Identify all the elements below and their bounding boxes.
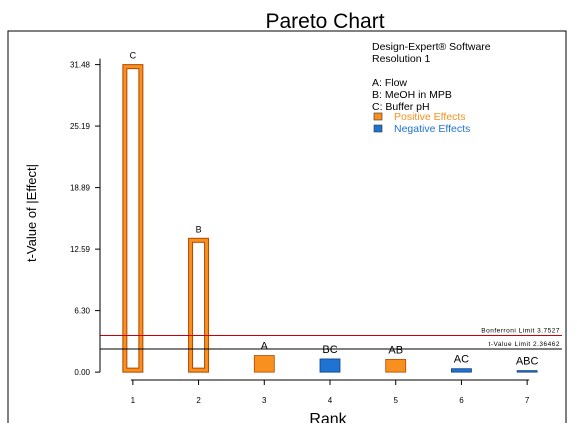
y-tick-label: 25.19 bbox=[70, 122, 91, 131]
limit-label-bonferroni: Bonferroni Limit 3.7527 bbox=[481, 327, 560, 334]
bar-label-ABC: ABC bbox=[516, 356, 539, 368]
y-tick-label: 31.48 bbox=[70, 61, 91, 70]
x-axis-label: Rank bbox=[309, 411, 347, 423]
chart-frame bbox=[7, 30, 567, 428]
bar-label-C: C bbox=[130, 51, 137, 61]
bar-label-AB: AB bbox=[388, 344, 403, 356]
bar-label-B: B bbox=[196, 224, 202, 234]
legend-label-negative: Negative Effects bbox=[394, 123, 470, 135]
x-tick-label: 2 bbox=[196, 396, 201, 405]
axes-group bbox=[95, 58, 530, 385]
info-resolution: Resolution 1 bbox=[372, 53, 431, 65]
y-axis-label: t-Value of |Effect| bbox=[24, 164, 39, 262]
limits-group bbox=[100, 334, 562, 350]
x-tick-label: 1 bbox=[131, 396, 136, 405]
legend-label-positive: Positive Effects bbox=[394, 111, 466, 123]
bars-group bbox=[122, 64, 538, 373]
y-tick-label: 6.30 bbox=[74, 307, 90, 316]
bar-AB bbox=[385, 359, 407, 373]
bar-inner-C bbox=[126, 68, 140, 369]
y-tick-label: 0.00 bbox=[74, 368, 90, 377]
info-factor: A: Flow bbox=[372, 77, 407, 89]
limit-label-t-value: t-Value Limit 2.36462 bbox=[489, 341, 560, 348]
x-tick-label: 3 bbox=[262, 396, 267, 405]
bar-inner-B bbox=[192, 241, 206, 369]
x-tick-label: 7 bbox=[525, 396, 530, 405]
info-factor: B: MeOH in MPB bbox=[372, 89, 452, 101]
bar-A bbox=[253, 355, 275, 373]
text-group: Pareto Chart 0.00 6.30 12.59 18.89 25.19 31.48… bbox=[24, 10, 560, 428]
plot-frame-group bbox=[7, 30, 567, 428]
bar-ABC bbox=[516, 370, 538, 373]
bar-label-A: A bbox=[261, 341, 269, 353]
x-tick-label: 6 bbox=[459, 396, 464, 405]
bar-label-BC: BC bbox=[322, 344, 337, 356]
legend-swatch-positive bbox=[373, 112, 383, 121]
info-software: Design-Expert® Software bbox=[372, 41, 491, 53]
bar-AC bbox=[451, 368, 472, 373]
bar-BC bbox=[319, 358, 341, 373]
y-tick-label: 18.89 bbox=[70, 184, 91, 193]
chart-title: Pareto Chart bbox=[265, 10, 384, 33]
info-factor: C: Buffer pH bbox=[372, 101, 430, 113]
bar-label-AC: AC bbox=[454, 354, 469, 366]
legend-swatch-negative bbox=[373, 124, 383, 133]
y-tick-label: 12.59 bbox=[70, 245, 91, 254]
x-tick-label: 4 bbox=[328, 396, 333, 405]
x-tick-label: 5 bbox=[393, 396, 398, 405]
